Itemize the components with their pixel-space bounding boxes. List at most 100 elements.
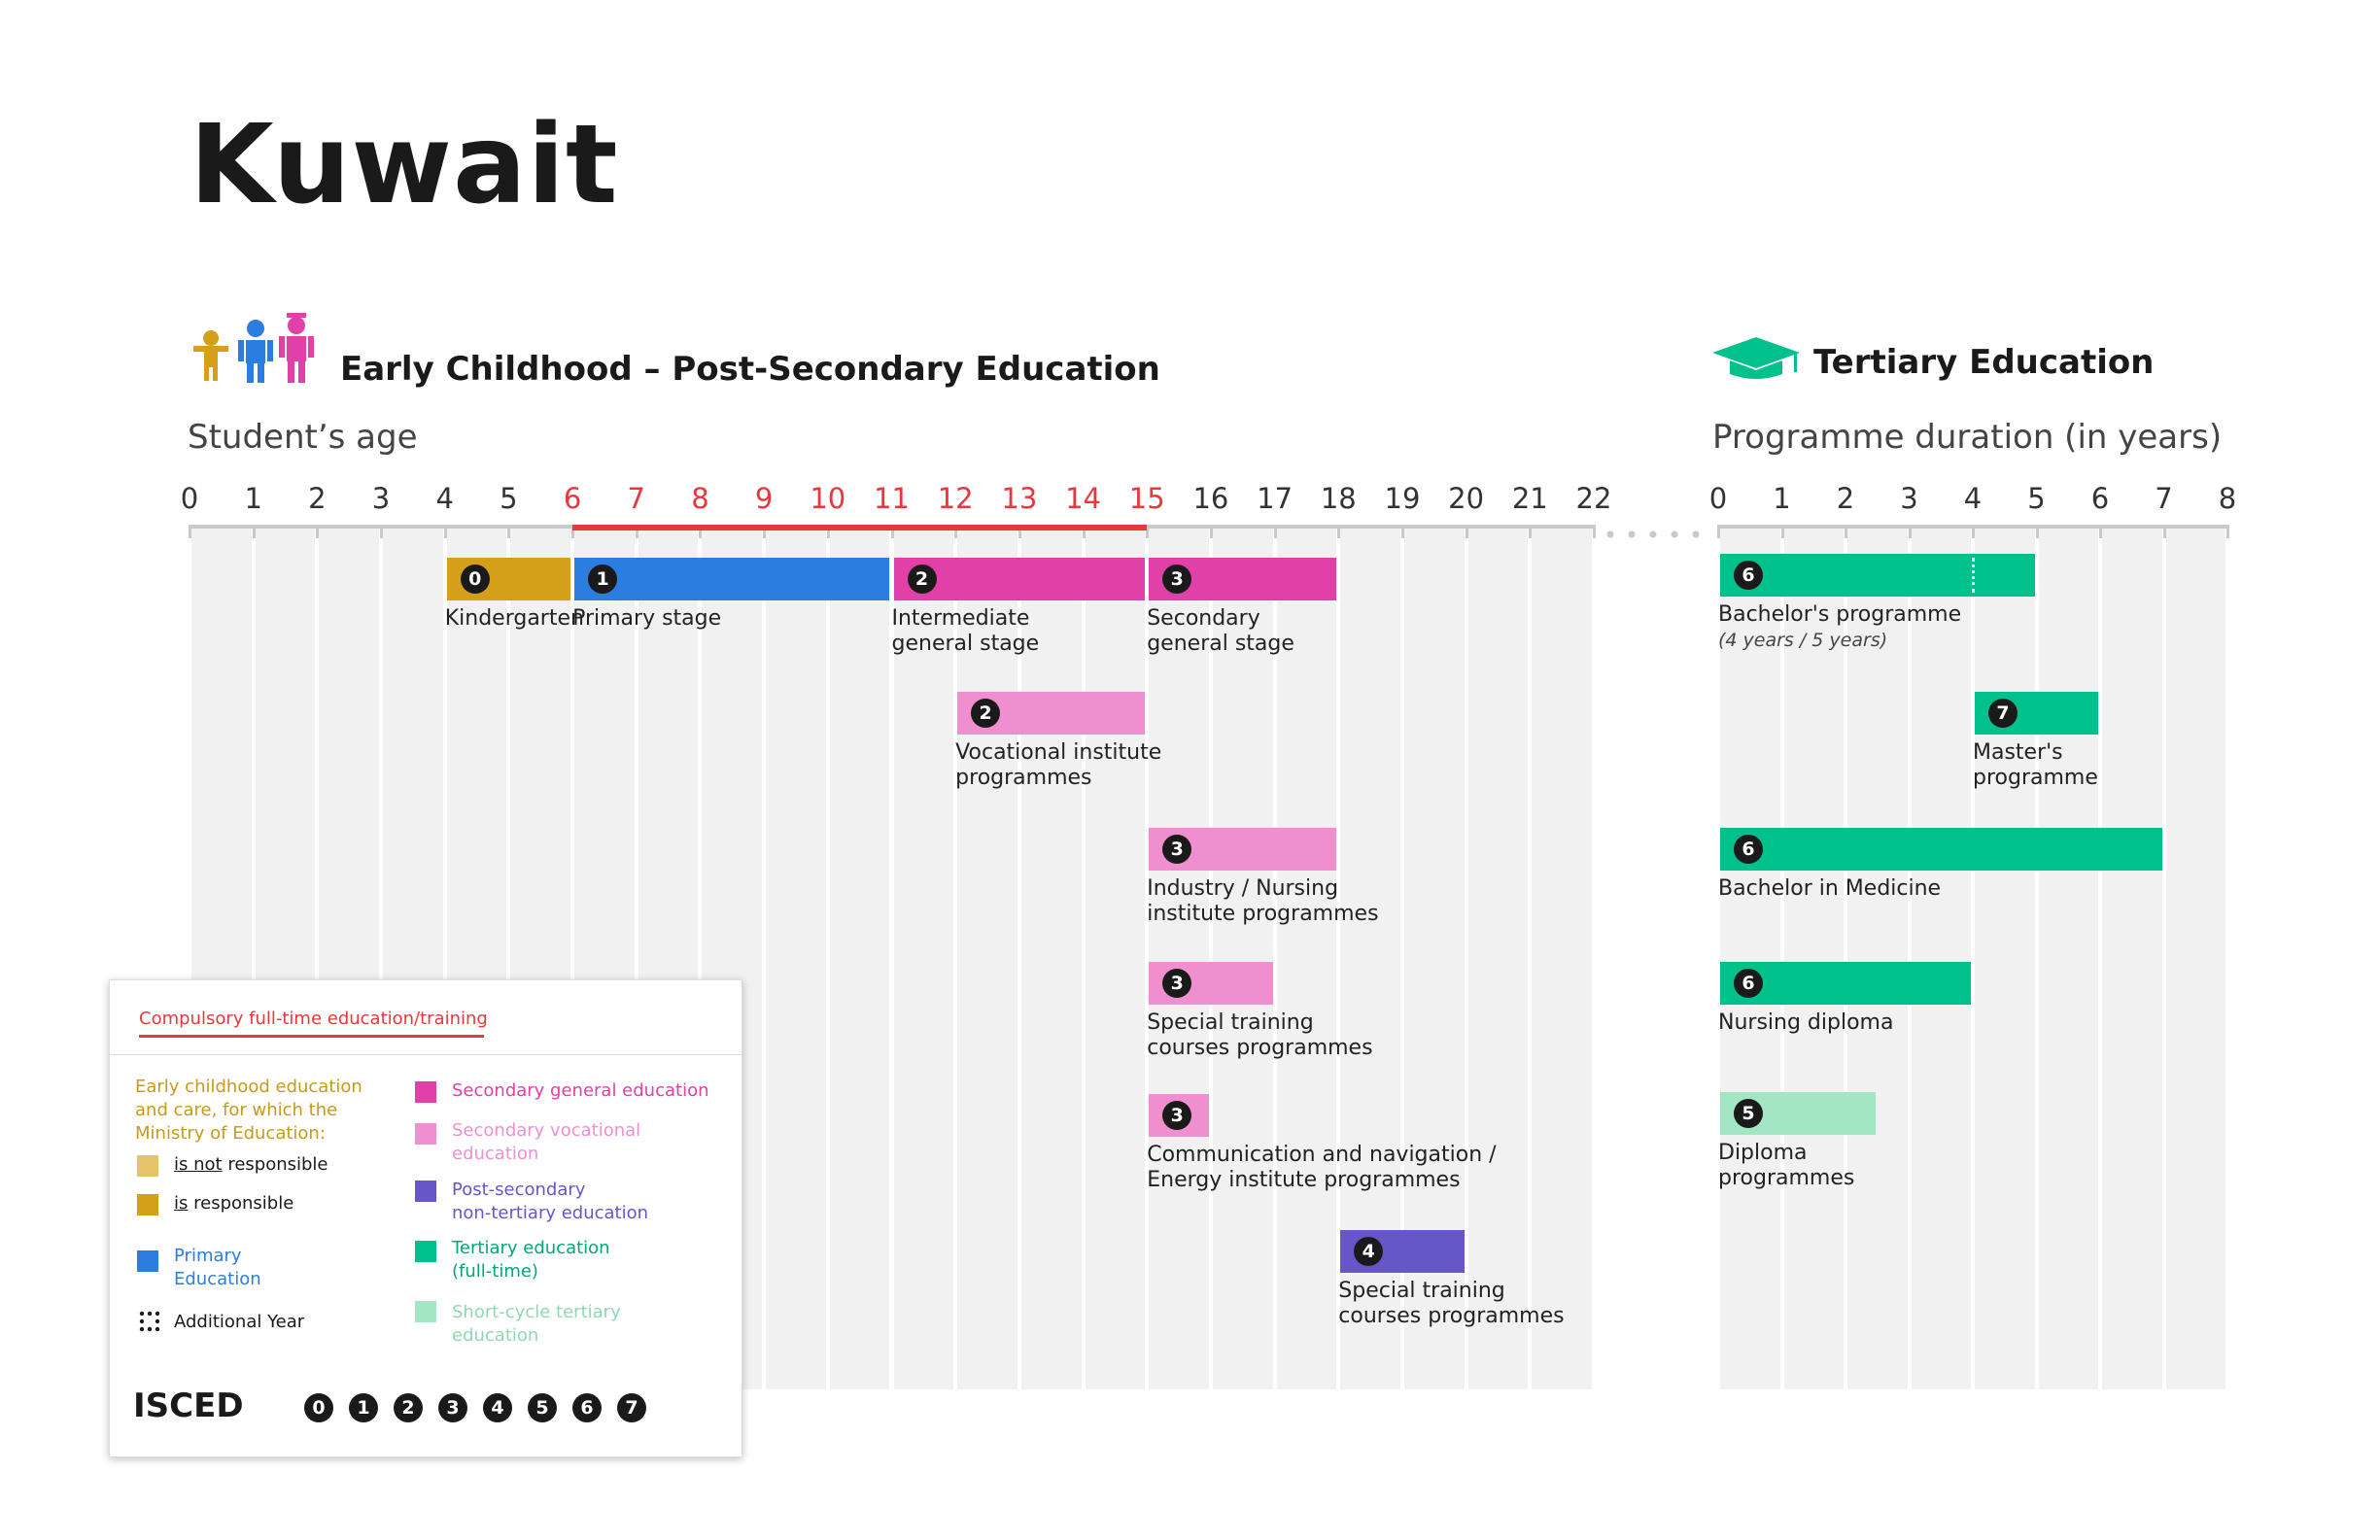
isced-badge: 3 [1162, 835, 1192, 864]
grid-column [1720, 525, 1780, 1389]
isced-badge: 2 [907, 565, 937, 594]
grid-column [1467, 525, 1529, 1389]
axis-tick [1972, 525, 1975, 538]
legend-additional-year: Additional Year [174, 1312, 305, 1332]
programme-label: Primary stage [572, 606, 722, 631]
programme-label: Bachelor in Medicine [1718, 876, 1942, 901]
grid-column [2165, 525, 2225, 1389]
axis-tick [1529, 525, 1533, 538]
axis-tick-label: 0 [180, 482, 199, 515]
axis-tick-label: 4 [1963, 482, 1983, 515]
axis-tick [380, 525, 384, 538]
axis-tick-label: 7 [627, 482, 645, 515]
axis-tick-label: 6 [2090, 482, 2110, 515]
isced-badge: 6 [1734, 969, 1763, 998]
legend: Compulsory full-time education/training … [109, 979, 742, 1457]
isced-badge: 4 [483, 1393, 512, 1422]
axis-tick [763, 525, 767, 538]
programme-bar [574, 558, 890, 600]
axis-tick-label: 2 [1836, 482, 1855, 515]
isced-badge: 3 [1162, 969, 1192, 998]
axis-tick [1209, 525, 1213, 538]
isced-badge: 1 [588, 565, 618, 594]
legend-post-secondary: Post-secondary non-tertiary education [452, 1180, 649, 1223]
axis-tick-label: 1 [244, 482, 262, 515]
axis-tick-label: 14 [1065, 482, 1101, 515]
additional-year-marker [1145, 562, 1149, 597]
legend-responsible: is responsible [174, 1193, 294, 1214]
axis-tick-label: 16 [1192, 482, 1229, 515]
axis-tick-label: 21 [1511, 482, 1548, 515]
programme-sublabel: (4 years / 5 years) [1718, 630, 1888, 651]
programme-label: Kindergarten [444, 606, 584, 631]
grid-column [1212, 525, 1273, 1389]
axis-tick [1273, 525, 1277, 538]
grid-column [957, 525, 1018, 1389]
isced-badge: 4 [1354, 1237, 1384, 1266]
axis-tick [1845, 525, 1847, 538]
programme-label: Nursing diploma [1718, 1010, 1894, 1035]
axis-tick-label: 5 [2027, 482, 2046, 515]
axis-tick [507, 525, 511, 538]
axis-tick-label: 17 [1257, 482, 1293, 515]
axis-tick [2162, 525, 2166, 538]
axis-tick-label: 22 [1575, 482, 1612, 515]
legend-secondary-vocational: Secondary vocational education [452, 1120, 641, 1164]
children-icon [193, 313, 314, 383]
axis-tick [443, 525, 447, 538]
legend-not-responsible: is not responsible [174, 1154, 328, 1175]
axis-tick-label: 6 [563, 482, 582, 515]
axis-tick [1908, 525, 1912, 538]
axis-tick [316, 525, 320, 538]
programme-label: Communication and navigation / Energy in… [1147, 1143, 1497, 1192]
axis-tick [699, 525, 703, 538]
legend-swatch-secondary-general [415, 1081, 436, 1103]
axis-tick [189, 525, 191, 538]
axis-tick-label: 13 [1001, 482, 1038, 515]
isced-badge: 0 [460, 565, 490, 594]
programme-label: Vocational institute programmes [955, 740, 1162, 790]
axis-tick [1400, 525, 1404, 538]
right-section-title: Tertiary Education [1813, 343, 2155, 382]
legend-short-cycle: Short-cycle tertiary education [452, 1302, 621, 1346]
compulsory-education-line [572, 525, 1148, 530]
graduation-cap-icon [1712, 337, 1800, 379]
axis-tick [826, 525, 830, 538]
grid-column [766, 525, 826, 1389]
axis-tick-label: 7 [2155, 482, 2173, 515]
isced-badge: 3 [1162, 565, 1192, 594]
isced-badge: 1 [349, 1393, 378, 1422]
isced-badge: 6 [1734, 835, 1763, 864]
grid-column [1020, 525, 1082, 1389]
legend-divider [110, 1054, 742, 1055]
axis-tick [1465, 525, 1468, 538]
axis-tick [2035, 525, 2039, 538]
programme-label: Intermediate general stage [891, 606, 1040, 656]
axis-tick-label: 4 [435, 482, 454, 515]
isced-badge: 2 [394, 1393, 423, 1422]
axis-tick [1082, 525, 1086, 538]
legend-swatch-not-responsible [137, 1155, 158, 1177]
axis-tick-label: 3 [1900, 482, 1918, 515]
programme-label: Diploma programmes [1718, 1141, 1855, 1190]
grid-column [829, 525, 890, 1389]
grid-column [1085, 525, 1146, 1389]
grid-column [2102, 525, 2162, 1389]
isced-badge: 3 [1162, 1101, 1192, 1130]
isced-badge: 0 [304, 1393, 333, 1422]
isced-badge: 2 [971, 699, 1001, 728]
page-title: Kuwait [190, 102, 619, 228]
axis-tick-label: 5 [500, 482, 518, 515]
axis-break-dots [1605, 525, 1703, 543]
programme-label: Industry / Nursing institute programmes [1147, 876, 1379, 926]
grid-column [893, 525, 954, 1389]
axis-tick-label: 8 [2218, 482, 2237, 515]
axis-tick [890, 525, 894, 538]
legend-ecec-heading: Early childhood education and care, for … [135, 1077, 362, 1144]
isced-badge: 3 [438, 1393, 467, 1422]
legend-swatch-tertiary [415, 1241, 436, 1262]
programme-label: Master's programme [1973, 740, 2098, 790]
axis-tick [252, 525, 256, 538]
isced-badge: 5 [528, 1393, 557, 1422]
programme-label: Special training courses programmes [1147, 1010, 1373, 1060]
